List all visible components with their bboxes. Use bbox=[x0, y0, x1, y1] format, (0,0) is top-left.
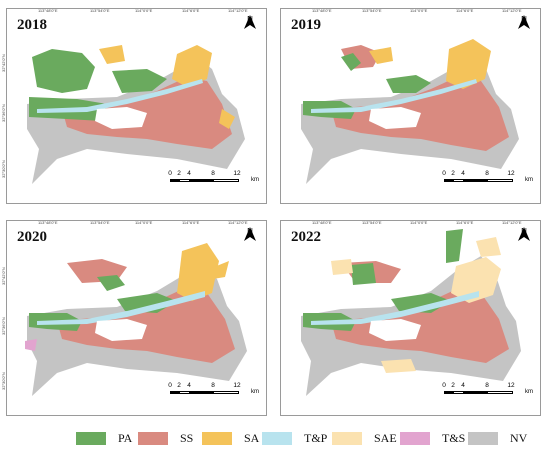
scale-bar: 0 2 4 8 12 km bbox=[441, 170, 541, 198]
north-arrow-icon: N bbox=[516, 15, 532, 29]
map-panel-2018: 2018 N 0 2 4 8 12 km bbox=[6, 8, 267, 204]
scale-tick: 0 bbox=[168, 170, 172, 177]
scale-bar: 0 2 4 8 12 km bbox=[167, 170, 267, 198]
scale-tick: 2 bbox=[177, 382, 181, 389]
side-tick: 32°36'0"N bbox=[1, 317, 6, 335]
top-tick: 114°6'0"E bbox=[182, 220, 200, 225]
legend-swatch bbox=[76, 431, 106, 445]
legend-label: NV bbox=[510, 430, 528, 445]
scale-unit: km bbox=[525, 389, 533, 395]
top-tick: 114°6'0"E bbox=[456, 8, 474, 13]
scale-tick: 12 bbox=[233, 170, 241, 177]
top-tick: 114°12'0"E bbox=[502, 8, 522, 13]
map-legend: PA SS SA T&P SAE T&S NV bbox=[70, 430, 540, 450]
scale-tick: 8 bbox=[211, 170, 215, 177]
legend-item-nv: NV bbox=[468, 430, 527, 446]
land-use-map-2022 bbox=[301, 229, 521, 396]
legend-label: SAE bbox=[374, 430, 397, 445]
map-panel-2020: 2020 N 0 2 4 8 12 km bbox=[6, 220, 267, 416]
year-label: 2019 bbox=[291, 17, 321, 33]
map-panel-2022: 2022 N 0 2 4 8 12 km bbox=[280, 220, 541, 416]
legend-label: T&S bbox=[442, 430, 466, 445]
scale-tick: 8 bbox=[211, 382, 215, 389]
top-tick: 113°54'0"E bbox=[90, 8, 110, 13]
north-arrow-icon: N bbox=[242, 227, 258, 241]
top-tick: 113°48'0"E bbox=[38, 8, 58, 13]
scale-tick: 0 bbox=[442, 382, 446, 389]
scale-tick: 0 bbox=[442, 170, 446, 177]
top-tick: 114°12'0"E bbox=[502, 220, 522, 225]
land-use-map-2018 bbox=[27, 45, 245, 184]
land-use-map-2019 bbox=[301, 39, 519, 184]
scale-bar: 0 2 4 8 12 km bbox=[167, 382, 267, 410]
legend-swatch bbox=[262, 431, 292, 445]
year-label: 2020 bbox=[17, 229, 47, 245]
legend-item-sae: SAE bbox=[332, 430, 397, 446]
top-tick: 113°54'0"E bbox=[362, 220, 382, 225]
top-tick: 113°48'0"E bbox=[312, 220, 332, 225]
legend-swatch bbox=[400, 431, 430, 445]
legend-swatch bbox=[332, 431, 362, 445]
legend-item-pa: PA bbox=[76, 430, 132, 446]
top-tick: 114°0'0"E bbox=[135, 220, 153, 225]
legend-swatch bbox=[138, 431, 168, 445]
side-tick: 32°36'0"N bbox=[1, 104, 6, 122]
top-tick: 114°6'0"E bbox=[456, 220, 474, 225]
scale-tick: 8 bbox=[485, 382, 489, 389]
scale-unit: km bbox=[251, 389, 259, 395]
top-tick: 114°0'0"E bbox=[410, 220, 428, 225]
scale-tick: 4 bbox=[187, 382, 191, 389]
legend-label: SS bbox=[180, 430, 194, 445]
year-label: 2022 bbox=[291, 229, 321, 245]
top-tick: 113°54'0"E bbox=[90, 220, 110, 225]
legend-label: T&P bbox=[304, 430, 328, 445]
scale-tick: 12 bbox=[507, 170, 515, 177]
top-tick: 113°48'0"E bbox=[312, 8, 332, 13]
scale-unit: km bbox=[525, 177, 533, 183]
scale-tick: 2 bbox=[451, 170, 455, 177]
scale-unit: km bbox=[251, 177, 259, 183]
top-tick: 114°0'0"E bbox=[135, 8, 153, 13]
scale-bar: 0 2 4 8 12 km bbox=[441, 382, 541, 410]
legend-item-sa: SA bbox=[202, 430, 259, 446]
side-tick: 32°42'0"N bbox=[1, 267, 6, 285]
side-tick: 32°30'0"N bbox=[1, 372, 6, 390]
top-tick: 113°54'0"E bbox=[362, 8, 382, 13]
north-arrow-icon: N bbox=[242, 15, 258, 29]
legend-item-ss: SS bbox=[138, 430, 193, 446]
scale-tick: 2 bbox=[451, 382, 455, 389]
scale-tick: 2 bbox=[177, 170, 181, 177]
legend-swatch bbox=[468, 431, 498, 445]
map-panel-2019: 2019 N 0 2 4 8 12 km bbox=[280, 8, 541, 204]
north-arrow-icon: N bbox=[516, 227, 532, 241]
top-tick: 114°6'0"E bbox=[182, 8, 200, 13]
top-tick: 114°0'0"E bbox=[410, 8, 428, 13]
top-tick: 113°48'0"E bbox=[38, 220, 58, 225]
scale-tick: 12 bbox=[233, 382, 241, 389]
legend-item-tp: T&P bbox=[262, 430, 327, 446]
scale-tick: 4 bbox=[187, 170, 191, 177]
legend-label: PA bbox=[118, 430, 133, 445]
top-tick: 114°12'0"E bbox=[228, 220, 248, 225]
scale-tick: 0 bbox=[168, 382, 172, 389]
scale-tick: 4 bbox=[461, 382, 465, 389]
scale-tick: 8 bbox=[485, 170, 489, 177]
legend-item-ts: T&S bbox=[400, 430, 465, 446]
year-label: 2018 bbox=[17, 17, 47, 33]
land-use-map-2020 bbox=[25, 243, 247, 396]
side-tick: 32°30'0"N bbox=[1, 160, 6, 178]
scale-tick: 4 bbox=[461, 170, 465, 177]
top-tick: 114°12'0"E bbox=[228, 8, 248, 13]
legend-swatch bbox=[202, 431, 232, 445]
legend-label: SA bbox=[244, 430, 260, 445]
scale-tick: 12 bbox=[507, 382, 515, 389]
side-tick: 32°42'0"N bbox=[1, 54, 6, 72]
